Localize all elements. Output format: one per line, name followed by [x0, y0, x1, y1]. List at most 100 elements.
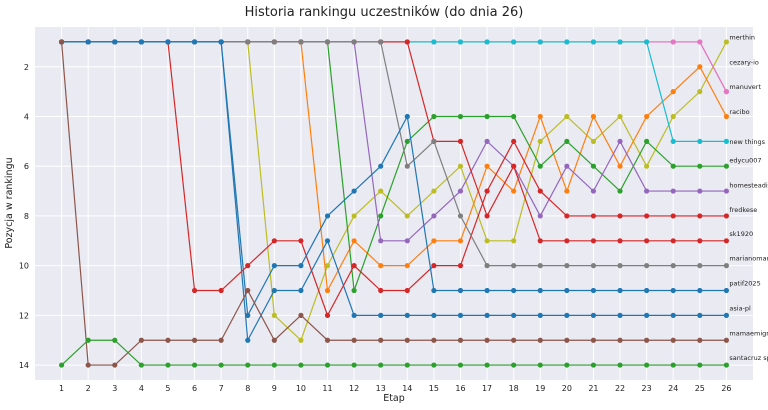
data-point — [58, 39, 65, 45]
x-tick-label: 10 — [296, 384, 306, 393]
data-point — [644, 138, 650, 144]
data-point — [670, 238, 676, 244]
data-point — [138, 337, 144, 343]
data-point — [271, 337, 277, 343]
data-point — [617, 312, 623, 318]
end-label: cezary-io — [729, 58, 759, 66]
data-point — [404, 263, 410, 269]
data-point — [537, 138, 543, 144]
y-tick-label: 12 — [19, 311, 29, 320]
data-point — [324, 337, 331, 343]
data-point — [537, 312, 543, 318]
data-point — [697, 337, 703, 343]
data-point — [245, 287, 251, 294]
data-point — [431, 263, 437, 269]
data-point — [511, 287, 517, 294]
chart-title: Historia rankingu uczestników (do dnia 2… — [245, 5, 524, 20]
series-asia-pl — [58, 39, 730, 318]
data-point — [617, 238, 623, 244]
data-point — [511, 163, 517, 169]
data-point — [537, 113, 543, 120]
data-point — [564, 163, 570, 169]
data-point — [112, 39, 118, 45]
data-point — [511, 263, 517, 269]
data-point — [617, 287, 623, 294]
data-point — [457, 312, 464, 318]
data-point — [457, 287, 464, 294]
data-point — [431, 337, 437, 343]
data-point — [404, 138, 410, 144]
data-point — [511, 138, 517, 144]
y-axis-label: Pozycja w rankingu — [4, 157, 15, 248]
series-santacruz-sports — [58, 337, 730, 368]
data-point — [644, 213, 650, 219]
data-point — [670, 337, 676, 343]
data-point — [670, 163, 676, 169]
data-point — [191, 39, 198, 45]
data-point — [271, 362, 277, 368]
data-point — [404, 362, 410, 368]
data-point — [644, 337, 650, 343]
data-point — [511, 312, 517, 318]
data-point — [564, 312, 570, 318]
data-point — [218, 337, 224, 343]
x-tick-labels: 1 2 3 4 5 6 7 8 9 10 11 12 13 14 15 16 17 18 19 20 21 22 23 24 2… — [59, 384, 731, 393]
data-point — [590, 213, 597, 219]
y-tick-label: 4 — [24, 112, 29, 121]
data-point — [324, 213, 331, 219]
data-point — [564, 238, 570, 244]
data-point — [590, 312, 597, 318]
x-tick-label: 9 — [272, 384, 277, 393]
data-point — [298, 39, 304, 45]
data-point — [537, 287, 543, 294]
data-point — [271, 263, 277, 269]
x-tick-label: 15 — [429, 384, 439, 393]
series-line — [61, 41, 727, 317]
data-point — [351, 39, 357, 45]
data-point — [617, 213, 623, 219]
data-point — [298, 287, 304, 294]
data-point — [644, 287, 650, 294]
data-point — [484, 312, 490, 318]
data-point — [457, 337, 464, 343]
data-point — [378, 188, 384, 194]
data-point — [85, 362, 91, 368]
data-point — [564, 362, 570, 368]
data-point — [138, 39, 144, 45]
data-point — [298, 362, 304, 368]
data-point — [457, 263, 464, 269]
data-point — [138, 362, 144, 368]
data-point — [484, 163, 490, 169]
end-label: racibo — [729, 108, 749, 116]
data-point — [723, 362, 730, 368]
data-point — [298, 263, 304, 269]
data-point — [590, 238, 597, 244]
data-point — [670, 89, 676, 95]
data-point — [484, 263, 490, 269]
data-point — [644, 312, 650, 318]
x-tick-label: 23 — [642, 384, 652, 393]
data-point — [723, 312, 730, 318]
data-point — [723, 238, 730, 244]
data-point — [378, 39, 384, 45]
data-point — [670, 39, 676, 45]
data-point — [218, 39, 224, 45]
x-tick-label: 24 — [668, 384, 678, 393]
x-tick-label: 4 — [139, 384, 144, 393]
x-tick-label: 20 — [562, 384, 572, 393]
y-tick-label: 6 — [24, 162, 29, 171]
x-tick-label: 26 — [721, 384, 731, 393]
data-point — [431, 287, 437, 294]
data-point — [511, 238, 517, 244]
data-point — [644, 113, 650, 120]
end-label: new things — [729, 138, 765, 146]
data-point — [484, 39, 490, 45]
data-point — [324, 362, 331, 368]
data-point — [697, 263, 703, 269]
end-label: marianomariano — [729, 255, 768, 263]
x-tick-label: 3 — [112, 384, 117, 393]
data-point — [245, 312, 251, 318]
data-point — [271, 312, 277, 318]
data-point — [697, 138, 703, 144]
y-tick-label: 10 — [19, 262, 29, 271]
